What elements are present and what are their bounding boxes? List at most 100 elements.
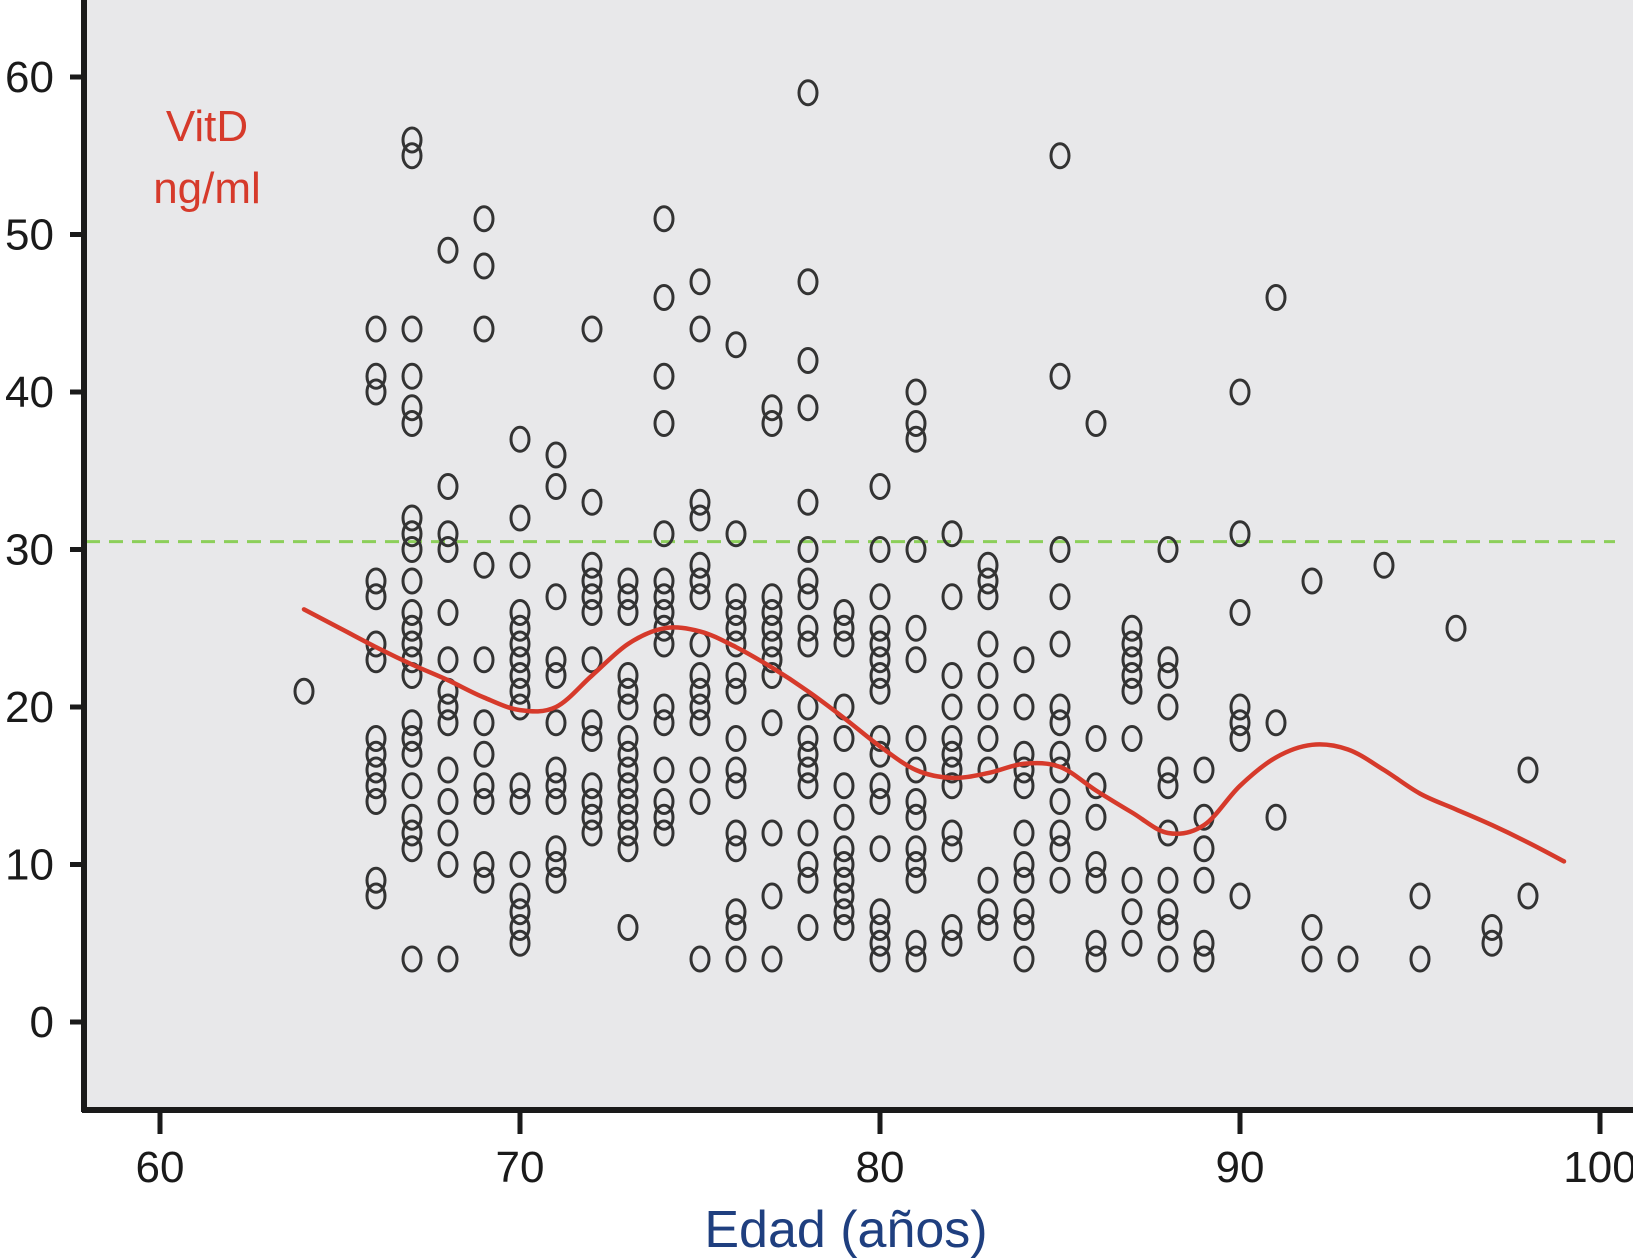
- data-point: [797, 740, 819, 768]
- data-point: [437, 536, 459, 563]
- data-point: [473, 551, 495, 579]
- data-point: [401, 630, 423, 658]
- data-point: [1481, 929, 1503, 957]
- data-point: [1409, 882, 1431, 910]
- data-point: [1013, 866, 1035, 894]
- data-point: [509, 599, 531, 626]
- data-point: [689, 504, 711, 532]
- data-point: [617, 583, 639, 611]
- y-tick-label: 50: [5, 211, 54, 260]
- data-point: [941, 693, 963, 721]
- data-point: [1265, 803, 1287, 831]
- data-point: [473, 740, 495, 768]
- data-point: [689, 488, 711, 516]
- data-point: [689, 551, 711, 579]
- data-point: [797, 630, 819, 658]
- x-tick-label: 70: [496, 1143, 545, 1192]
- data-point: [689, 788, 711, 815]
- y-tick-label: 10: [5, 841, 54, 890]
- data-point: [401, 362, 423, 390]
- data-point: [941, 520, 963, 548]
- data-point: [1157, 914, 1179, 941]
- data-point: [401, 725, 423, 752]
- data-point: [401, 835, 423, 863]
- data-point: [797, 536, 819, 563]
- data-point: [941, 914, 963, 941]
- data-point: [761, 394, 783, 422]
- data-point: [1157, 866, 1179, 894]
- data-point: [1013, 819, 1035, 847]
- data-point: [545, 788, 567, 815]
- data-point: [1193, 866, 1215, 894]
- data-point: [797, 914, 819, 941]
- data-point: [797, 394, 819, 422]
- data-point: [617, 756, 639, 784]
- data-point: [797, 866, 819, 894]
- data-point: [905, 410, 927, 437]
- data-point: [1157, 536, 1179, 563]
- data-point: [1337, 945, 1359, 973]
- data-point: [437, 599, 459, 626]
- data-point: [725, 914, 747, 941]
- x-tick-label: 60: [136, 1143, 185, 1192]
- data-point: [725, 835, 747, 863]
- data-point: [1229, 725, 1251, 752]
- data-point: [941, 819, 963, 847]
- data-point: [401, 410, 423, 437]
- data-point: [1049, 709, 1071, 737]
- data-point: [581, 803, 603, 831]
- data-point: [653, 788, 675, 815]
- data-point: [1085, 945, 1107, 973]
- data-point: [1049, 630, 1071, 658]
- data-point: [725, 614, 747, 642]
- data-point: [869, 536, 891, 563]
- data-point: [941, 772, 963, 800]
- data-point: [1049, 583, 1071, 611]
- data-point: [437, 945, 459, 973]
- data-point: [869, 614, 891, 642]
- data-point: [1049, 362, 1071, 390]
- data-point: [509, 882, 531, 910]
- data-point: [761, 630, 783, 658]
- data-point: [761, 614, 783, 642]
- data-point: [653, 567, 675, 595]
- data-point: [1013, 898, 1035, 926]
- x-axis-label: Edad (años): [704, 1201, 987, 1259]
- data-point: [725, 662, 747, 689]
- data-point: [905, 788, 927, 815]
- data-point: [761, 945, 783, 973]
- data-point: [1085, 866, 1107, 894]
- data-point: [869, 473, 891, 500]
- data-point: [869, 835, 891, 863]
- data-point: [869, 677, 891, 705]
- data-point: [653, 819, 675, 847]
- data-point: [653, 599, 675, 626]
- data-point: [1229, 599, 1251, 626]
- x-tick-label: 90: [1216, 1143, 1265, 1192]
- data-point: [1085, 725, 1107, 752]
- data-point: [617, 567, 639, 595]
- data-point: [473, 866, 495, 894]
- data-point: [1517, 882, 1539, 910]
- data-point: [941, 929, 963, 957]
- data-point: [653, 410, 675, 437]
- data-point: [401, 740, 423, 768]
- data-point: [1157, 662, 1179, 689]
- data-point: [797, 819, 819, 847]
- data-point: [725, 945, 747, 973]
- data-point: [509, 630, 531, 658]
- data-point: [509, 914, 531, 941]
- data-point: [365, 567, 387, 595]
- data-point: [1049, 536, 1071, 563]
- data-point: [509, 646, 531, 674]
- data-point: [905, 756, 927, 784]
- data-point: [689, 268, 711, 296]
- data-point: [1157, 898, 1179, 926]
- data-point: [1301, 914, 1323, 941]
- data-point: [653, 693, 675, 721]
- data-point: [617, 677, 639, 705]
- data-point: [869, 914, 891, 941]
- data-point: [473, 315, 495, 343]
- data-point: [1229, 378, 1251, 406]
